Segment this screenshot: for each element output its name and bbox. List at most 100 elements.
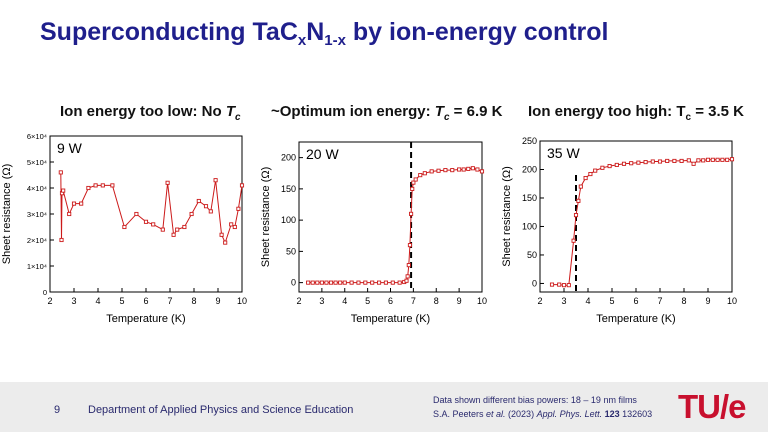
y-tick-label: 50 (286, 246, 296, 256)
data-point (406, 263, 411, 268)
x-tick-label: 6 (143, 296, 148, 306)
data-point (134, 211, 139, 217)
data-point (429, 169, 434, 174)
data-point (171, 232, 176, 237)
tue-logo: TU/e (678, 388, 747, 425)
x-tick-label: 8 (681, 296, 686, 306)
reference-line-2: S.A. Peeters et al. (2023) Appl. Phys. L… (433, 409, 653, 419)
y-tick-label: 5×10⁴ (27, 158, 47, 167)
data-point (165, 180, 170, 185)
y-tick-label: 150 (281, 184, 296, 194)
data-point (377, 280, 382, 285)
x-tick-label: 3 (71, 296, 76, 306)
data-point (189, 211, 194, 217)
data-point (557, 282, 562, 287)
x-tick-label: 7 (167, 296, 172, 306)
data-point (58, 170, 63, 175)
power-annotation: 20 W (306, 146, 339, 162)
y-tick-label: 250 (522, 136, 537, 146)
data-point (328, 280, 334, 285)
data-point (86, 185, 91, 191)
y-tick-label: 0 (291, 278, 296, 288)
x-axis-label: Temperature (K) (351, 313, 430, 325)
reference-note: Data shown different bias powers: 18 – 1… (433, 393, 652, 421)
x-tick-label: 4 (342, 296, 347, 306)
plot-frame (298, 141, 483, 293)
x-tick-label: 9 (215, 296, 220, 306)
data-point (715, 157, 720, 162)
data-point (411, 180, 416, 185)
x-tick-label: 2 (296, 296, 301, 306)
x-tick-label: 10 (727, 296, 737, 306)
x-tick-label: 5 (609, 296, 614, 306)
data-point (390, 280, 395, 285)
y-tick-label: 0 (532, 278, 537, 288)
data-point (705, 157, 711, 162)
x-tick-label: 4 (95, 296, 100, 306)
plot-frame (49, 135, 243, 293)
data-point (636, 160, 641, 165)
data-point (457, 167, 462, 172)
data-point (701, 158, 706, 163)
data-point (223, 240, 228, 245)
data-point (333, 280, 338, 285)
data-point (232, 224, 237, 230)
data-point (409, 211, 414, 216)
data-point (182, 224, 187, 230)
data-point (151, 222, 156, 227)
chart-panel-35w: 2 3 4 5 6 7 8 9 10 0 50 100 150 200 250 Temperature (K)… (500, 124, 760, 344)
data-point (93, 183, 98, 188)
data-point (59, 237, 64, 243)
x-tick-label: 10 (237, 296, 247, 306)
data-point (67, 211, 72, 217)
data-point (657, 159, 663, 164)
y-tick-label: 6×10⁴ (27, 132, 47, 141)
data-point (110, 183, 115, 188)
department-name: Department of Applied Physics and Scienc… (88, 404, 354, 416)
data-point (319, 280, 324, 285)
data-point (370, 280, 375, 285)
x-tick-label: 5 (365, 296, 370, 306)
series-line (308, 167, 483, 284)
data-point (679, 158, 684, 163)
data-point (349, 280, 354, 285)
chart-panel-9w: 2 3 4 5 6 7 8 9 10 0 1×10⁴ 2×10⁴ 3×10⁴ 4×10⁴ 5×10⁴ 6×10… (0, 124, 256, 344)
x-tick-label: 9 (705, 296, 710, 306)
data-point (475, 167, 480, 172)
data-point (324, 280, 329, 285)
y-axis-label: Sheet resistance (Ω) (260, 167, 272, 268)
x-tick-label: 4 (585, 296, 590, 306)
data-point (691, 161, 696, 166)
y-tick-label: 200 (281, 153, 296, 163)
chart-panel-20w: 2 3 4 5 6 7 8 9 10 0 50 100 150 200 Temperature (K) She… (256, 124, 512, 344)
data-point (418, 173, 423, 178)
data-point (450, 168, 455, 173)
y-tick-label: 200 (522, 164, 537, 174)
data-point (405, 274, 410, 279)
data-point (196, 198, 201, 204)
panel-title-high: Ion energy too high: Tc = 3.5 K (528, 103, 745, 123)
data-point (71, 201, 77, 206)
data-point (239, 183, 245, 188)
data-point (436, 168, 441, 173)
power-annotation: 35 W (547, 145, 580, 161)
data-point (643, 160, 648, 165)
data-point (338, 280, 343, 285)
data-point (696, 158, 701, 163)
data-point (407, 243, 412, 248)
data-point (383, 280, 388, 285)
data-point (315, 280, 320, 285)
data-point (410, 186, 415, 191)
data-point (573, 213, 579, 218)
data-point (236, 206, 241, 211)
data-point (397, 280, 402, 285)
data-point (229, 222, 234, 227)
panel-title-optimum: ~Optimum ion energy: Tc = 6.9 K (271, 103, 503, 123)
data-point (578, 184, 583, 189)
data-point (422, 171, 427, 176)
y-tick-label: 3×10⁴ (27, 210, 47, 219)
y-tick-label: 2×10⁴ (27, 236, 47, 245)
data-point (470, 166, 475, 171)
